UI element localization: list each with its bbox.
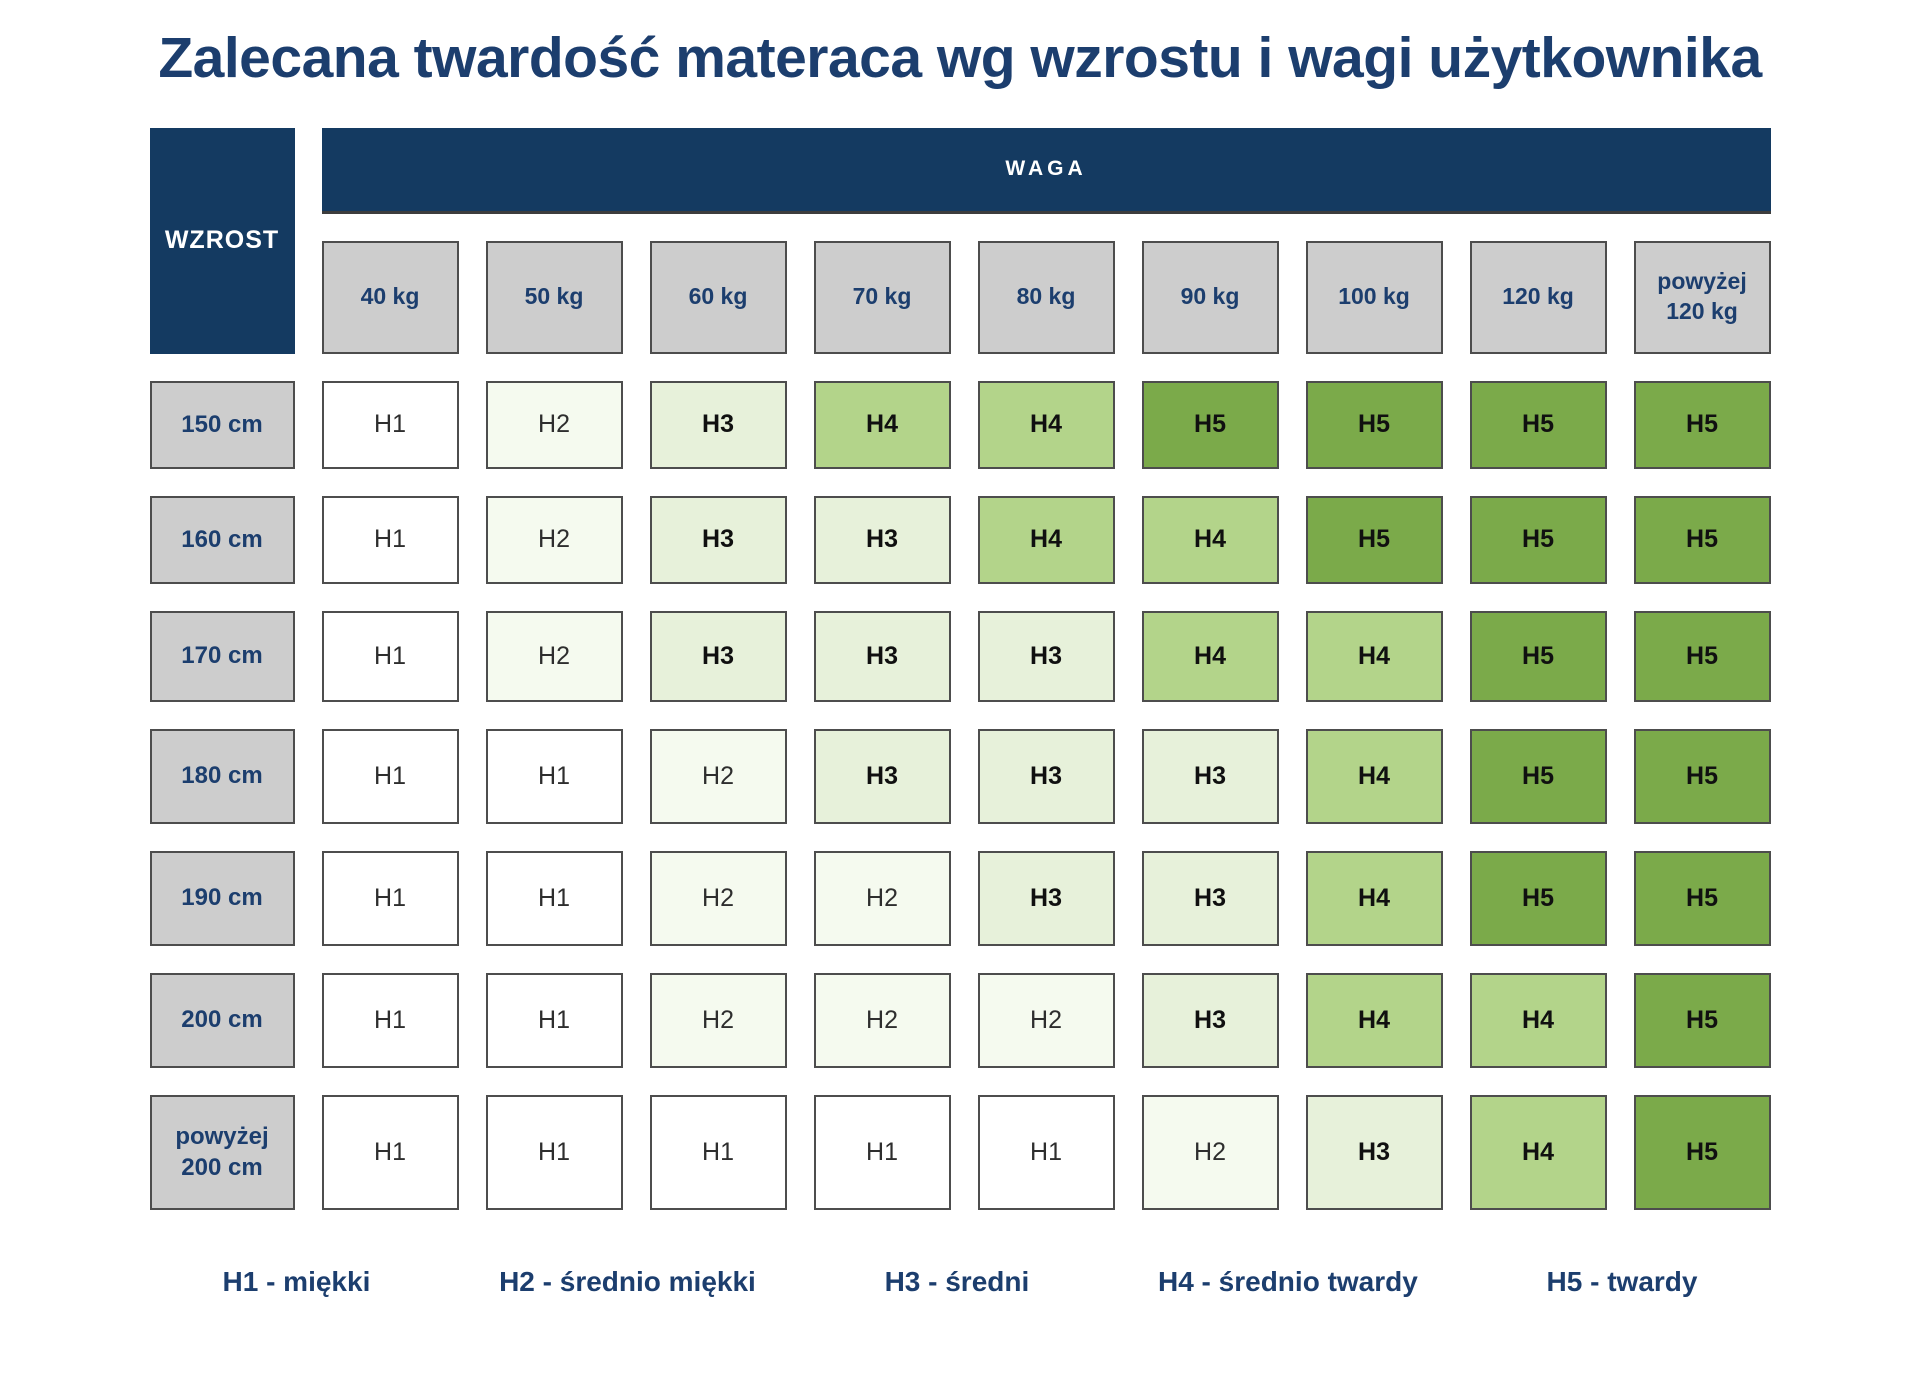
cell-powy-ej-200-cm-90-kg: H2 [1141, 1094, 1279, 1210]
cell-160-cm-70-kg: H3 [813, 495, 951, 584]
cell-180-cm-120-kg: H5 [1469, 728, 1607, 824]
cell-150-cm-powy-ej-120-kg: H5 [1633, 380, 1771, 469]
weight-header-70-kg: 70 kg [813, 240, 951, 354]
cell-180-cm-50-kg: H1 [485, 728, 623, 824]
weight-header-120-kg: 120 kg [1469, 240, 1607, 354]
height-header-170-cm: 170 cm [149, 610, 295, 702]
cell-150-cm-40-kg: H1 [321, 380, 459, 469]
page-title: Zalecana twardość materaca wg wzrostu i … [158, 26, 1762, 90]
cell-powy-ej-200-cm-100-kg: H3 [1305, 1094, 1443, 1210]
cell-170-cm-40-kg: H1 [321, 610, 459, 702]
firmness-legend: H1 - miękki H2 - średnio miękki H3 - średn… [223, 1266, 1698, 1298]
cell-180-cm-powy-ej-120-kg: H5 [1633, 728, 1771, 824]
height-header-200-cm: 200 cm [149, 972, 295, 1068]
cell-180-cm-80-kg: H3 [977, 728, 1115, 824]
cell-190-cm-90-kg: H3 [1141, 850, 1279, 946]
cell-170-cm-70-kg: H3 [813, 610, 951, 702]
cell-170-cm-60-kg: H3 [649, 610, 787, 702]
cell-200-cm-powy-ej-120-kg: H5 [1633, 972, 1771, 1068]
cell-160-cm-50-kg: H2 [485, 495, 623, 584]
weight-header-100-kg: 100 kg [1305, 240, 1443, 354]
cell-170-cm-50-kg: H2 [485, 610, 623, 702]
cell-190-cm-60-kg: H2 [649, 850, 787, 946]
firmness-matrix: WZROST WAGA 40 kg 50 kg 60 kg 70 kg 80 kg 90 … [149, 127, 1771, 1210]
cell-powy-ej-200-cm-60-kg: H1 [649, 1094, 787, 1210]
weight-header-80-kg: 80 kg [977, 240, 1115, 354]
cell-200-cm-90-kg: H3 [1141, 972, 1279, 1068]
cell-160-cm-powy-ej-120-kg: H5 [1633, 495, 1771, 584]
cell-200-cm-100-kg: H4 [1305, 972, 1443, 1068]
cell-180-cm-60-kg: H2 [649, 728, 787, 824]
cell-200-cm-50-kg: H1 [485, 972, 623, 1068]
legend-item-h2: H2 - średnio miękki [499, 1265, 756, 1297]
weight-header-40-kg: 40 kg [321, 240, 459, 354]
weight-header-powy-ej-120-kg: powyżej 120 kg [1633, 240, 1771, 354]
cell-170-cm-120-kg: H5 [1469, 610, 1607, 702]
height-header-powy-ej-200-cm: powyżej 200 cm [149, 1094, 295, 1210]
cell-190-cm-70-kg: H2 [813, 850, 951, 946]
cell-powy-ej-200-cm-50-kg: H1 [485, 1094, 623, 1210]
cell-powy-ej-200-cm-40-kg: H1 [321, 1094, 459, 1210]
cell-powy-ej-200-cm-120-kg: H4 [1469, 1094, 1607, 1210]
cell-160-cm-90-kg: H4 [1141, 495, 1279, 584]
cell-170-cm-100-kg: H4 [1305, 610, 1443, 702]
legend-item-h1: H1 - miękki [222, 1265, 371, 1297]
cell-160-cm-60-kg: H3 [649, 495, 787, 584]
cell-150-cm-60-kg: H3 [649, 380, 787, 469]
cell-powy-ej-200-cm-80-kg: H1 [977, 1094, 1115, 1210]
height-header-160-cm: 160 cm [149, 495, 295, 584]
cell-150-cm-90-kg: H5 [1141, 380, 1279, 469]
cell-200-cm-40-kg: H1 [321, 972, 459, 1068]
legend-item-h5: H5 - twardy [1546, 1265, 1698, 1297]
weight-header-60-kg: 60 kg [649, 240, 787, 354]
cell-powy-ej-200-cm-70-kg: H1 [813, 1094, 951, 1210]
cell-powy-ej-200-cm-powy-ej-120-kg: H5 [1633, 1094, 1771, 1210]
height-header-180-cm: 180 cm [149, 728, 295, 824]
cell-170-cm-90-kg: H4 [1141, 610, 1279, 702]
cell-200-cm-80-kg: H2 [977, 972, 1115, 1068]
cell-200-cm-60-kg: H2 [649, 972, 787, 1068]
cell-150-cm-100-kg: H5 [1305, 380, 1443, 469]
cell-200-cm-70-kg: H2 [813, 972, 951, 1068]
cell-170-cm-powy-ej-120-kg: H5 [1633, 610, 1771, 702]
cell-180-cm-100-kg: H4 [1305, 728, 1443, 824]
legend-item-h4: H4 - średnio twardy [1157, 1265, 1418, 1297]
cell-150-cm-70-kg: H4 [813, 380, 951, 469]
cell-180-cm-70-kg: H3 [813, 728, 951, 824]
cell-180-cm-90-kg: H3 [1141, 728, 1279, 824]
cell-200-cm-120-kg: H4 [1469, 972, 1607, 1068]
cell-190-cm-100-kg: H4 [1305, 850, 1443, 946]
cell-160-cm-120-kg: H5 [1469, 495, 1607, 584]
cell-150-cm-50-kg: H2 [485, 380, 623, 469]
cell-190-cm-50-kg: H1 [485, 850, 623, 946]
weight-axis-header: WAGA [321, 127, 1771, 214]
weight-header-90-kg: 90 kg [1141, 240, 1279, 354]
cell-180-cm-40-kg: H1 [321, 728, 459, 824]
height-header-190-cm: 190 cm [149, 850, 295, 946]
cell-150-cm-120-kg: H5 [1469, 380, 1607, 469]
weight-header-50-kg: 50 kg [485, 240, 623, 354]
cell-190-cm-80-kg: H3 [977, 850, 1115, 946]
height-axis-header: WZROST [149, 127, 295, 354]
cell-190-cm-40-kg: H1 [321, 850, 459, 946]
cell-190-cm-powy-ej-120-kg: H5 [1633, 850, 1771, 946]
cell-170-cm-80-kg: H3 [977, 610, 1115, 702]
cell-150-cm-80-kg: H4 [977, 380, 1115, 469]
cell-160-cm-40-kg: H1 [321, 495, 459, 584]
cell-160-cm-100-kg: H5 [1305, 495, 1443, 584]
height-header-150-cm: 150 cm [149, 380, 295, 469]
cell-160-cm-80-kg: H4 [977, 495, 1115, 584]
cell-190-cm-120-kg: H5 [1469, 850, 1607, 946]
legend-item-h3: H3 - średni [884, 1265, 1030, 1297]
